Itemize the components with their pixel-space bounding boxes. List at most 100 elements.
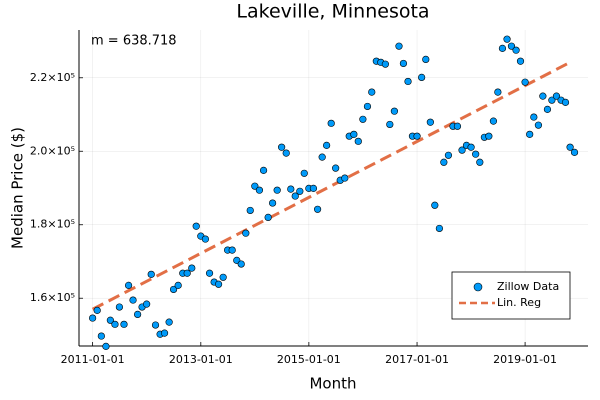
point [566, 143, 574, 151]
point [512, 46, 520, 54]
point [282, 149, 290, 157]
point [323, 141, 331, 149]
point [526, 130, 534, 138]
point [418, 73, 426, 81]
point [503, 35, 511, 43]
point [287, 185, 295, 193]
point [169, 285, 178, 294]
point [426, 118, 434, 126]
point [268, 199, 277, 207]
point [467, 143, 475, 151]
chart-title: Lakeville, Minnesota [236, 1, 429, 23]
point [89, 314, 97, 322]
point [201, 235, 209, 243]
point [214, 280, 223, 288]
point [363, 102, 372, 111]
point [174, 281, 182, 289]
point [570, 148, 579, 156]
point [93, 306, 101, 314]
point [413, 132, 421, 140]
point [440, 158, 448, 166]
point [472, 150, 480, 158]
point [246, 206, 254, 215]
point [453, 122, 462, 130]
x-axis-label: Month [309, 375, 356, 393]
y-tick-label: 1.6×10⁵ [30, 291, 75, 304]
point [507, 42, 516, 50]
point [399, 59, 408, 68]
point [106, 316, 114, 324]
point [552, 92, 561, 100]
x-tick-label: 2017-01-01 [385, 353, 449, 366]
point [129, 296, 137, 304]
point [251, 182, 259, 190]
point [160, 329, 169, 337]
point [124, 281, 133, 289]
point [151, 321, 160, 329]
point [313, 205, 322, 213]
legend-label: Lin. Reg [497, 296, 541, 309]
point [534, 121, 543, 129]
point [485, 132, 493, 140]
point [476, 158, 484, 166]
point [498, 44, 507, 52]
point [259, 166, 268, 174]
legend-box [451, 271, 571, 320]
point [188, 264, 196, 272]
x-tick-label: 2015-01-01 [277, 353, 341, 366]
point [341, 174, 349, 182]
point [390, 107, 399, 115]
point [359, 115, 367, 123]
x-tick-label: 2019-01-01 [493, 353, 557, 366]
point [516, 57, 525, 65]
point [386, 120, 394, 129]
legend-marker [473, 282, 483, 292]
legend-label: Zillow Data [497, 280, 559, 293]
point [458, 146, 466, 154]
point [205, 269, 214, 277]
point [332, 164, 340, 172]
point [548, 96, 556, 104]
y-tick-label: 2.2×10⁵ [30, 71, 75, 84]
point [539, 92, 547, 100]
y-tick-label: 1.8×10⁵ [30, 218, 75, 231]
y-axis-label: Median Price ($) [9, 127, 27, 249]
point [183, 269, 191, 277]
point [521, 78, 529, 86]
point [381, 60, 389, 68]
point [494, 88, 502, 96]
point [165, 318, 173, 326]
point [134, 310, 142, 319]
point [350, 130, 358, 138]
point [143, 300, 151, 308]
point [404, 77, 412, 86]
point [242, 229, 250, 237]
point [97, 332, 105, 340]
point [278, 143, 286, 151]
point [296, 187, 304, 195]
x-tick-label: 2013-01-01 [169, 353, 233, 366]
point [255, 186, 264, 194]
point [561, 98, 570, 106]
point [530, 113, 538, 121]
point [111, 320, 119, 328]
y-tick-label: 2.0×10⁵ [30, 144, 75, 157]
point [115, 303, 124, 311]
x-tick-label: 2011-01-01 [61, 353, 125, 366]
point [354, 137, 362, 145]
point [147, 270, 155, 278]
point [435, 224, 443, 233]
point [368, 88, 376, 96]
point [237, 260, 245, 268]
point [192, 222, 200, 230]
point [318, 153, 326, 161]
point [543, 105, 552, 113]
point [102, 342, 110, 350]
point [309, 184, 318, 192]
point [300, 169, 308, 177]
point [291, 192, 299, 200]
point [444, 151, 453, 159]
point [219, 273, 227, 281]
point [120, 320, 128, 328]
